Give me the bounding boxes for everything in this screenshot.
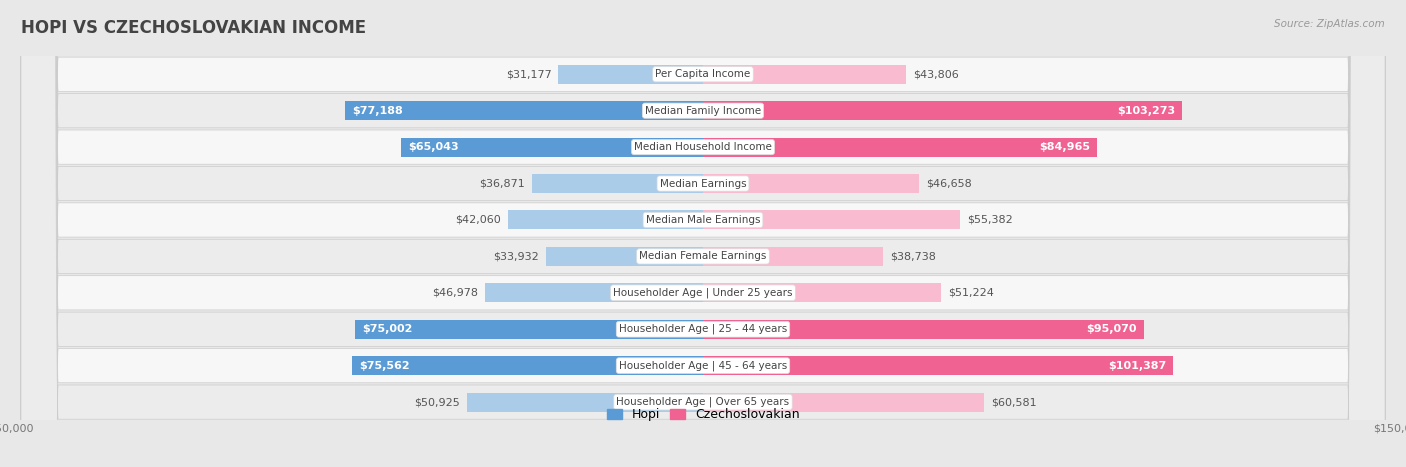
Bar: [703, 393, 984, 411]
FancyBboxPatch shape: [21, 0, 1385, 467]
Text: $43,806: $43,806: [914, 69, 959, 79]
Bar: [703, 65, 907, 84]
Text: $38,738: $38,738: [890, 251, 935, 262]
Bar: [703, 174, 920, 193]
Text: $95,070: $95,070: [1087, 324, 1137, 334]
Bar: [703, 320, 1144, 339]
Text: Householder Age | 25 - 44 years: Householder Age | 25 - 44 years: [619, 324, 787, 334]
Text: Median Male Earnings: Median Male Earnings: [645, 215, 761, 225]
Text: $101,387: $101,387: [1108, 361, 1167, 371]
FancyBboxPatch shape: [21, 0, 1385, 467]
Bar: [703, 247, 883, 266]
Text: $65,043: $65,043: [408, 142, 458, 152]
Bar: [353, 356, 703, 375]
Bar: [354, 320, 703, 339]
Text: $60,581: $60,581: [991, 397, 1036, 407]
FancyBboxPatch shape: [21, 0, 1385, 467]
Text: Median Family Income: Median Family Income: [645, 106, 761, 116]
Bar: [344, 101, 703, 120]
Text: $46,978: $46,978: [432, 288, 478, 298]
Text: $103,273: $103,273: [1118, 106, 1175, 116]
FancyBboxPatch shape: [21, 0, 1385, 467]
Text: $36,871: $36,871: [479, 178, 524, 189]
Bar: [703, 101, 1182, 120]
Text: $84,965: $84,965: [1039, 142, 1090, 152]
Bar: [508, 211, 703, 229]
Text: Householder Age | Over 65 years: Householder Age | Over 65 years: [616, 397, 790, 407]
FancyBboxPatch shape: [21, 0, 1385, 467]
Bar: [401, 138, 703, 156]
Text: HOPI VS CZECHOSLOVAKIAN INCOME: HOPI VS CZECHOSLOVAKIAN INCOME: [21, 19, 366, 37]
Bar: [467, 393, 703, 411]
Text: $31,177: $31,177: [506, 69, 551, 79]
Text: $42,060: $42,060: [456, 215, 501, 225]
Text: $33,932: $33,932: [494, 251, 538, 262]
Bar: [703, 138, 1097, 156]
Bar: [703, 356, 1174, 375]
Text: $51,224: $51,224: [948, 288, 994, 298]
Bar: [546, 247, 703, 266]
Bar: [558, 65, 703, 84]
Text: Median Earnings: Median Earnings: [659, 178, 747, 189]
Text: Per Capita Income: Per Capita Income: [655, 69, 751, 79]
Legend: Hopi, Czechoslovakian: Hopi, Czechoslovakian: [606, 408, 800, 421]
FancyBboxPatch shape: [21, 0, 1385, 467]
Text: $75,562: $75,562: [360, 361, 411, 371]
Text: Median Household Income: Median Household Income: [634, 142, 772, 152]
Bar: [703, 283, 941, 302]
Text: Median Female Earnings: Median Female Earnings: [640, 251, 766, 262]
Text: $77,188: $77,188: [352, 106, 402, 116]
Text: $46,658: $46,658: [927, 178, 972, 189]
Text: Source: ZipAtlas.com: Source: ZipAtlas.com: [1274, 19, 1385, 28]
Text: $75,002: $75,002: [361, 324, 412, 334]
Text: Householder Age | Under 25 years: Householder Age | Under 25 years: [613, 288, 793, 298]
FancyBboxPatch shape: [21, 0, 1385, 467]
FancyBboxPatch shape: [21, 0, 1385, 467]
Bar: [485, 283, 703, 302]
Text: $55,382: $55,382: [967, 215, 1012, 225]
Text: Householder Age | 45 - 64 years: Householder Age | 45 - 64 years: [619, 361, 787, 371]
Text: $50,925: $50,925: [413, 397, 460, 407]
Bar: [531, 174, 703, 193]
Bar: [703, 211, 960, 229]
FancyBboxPatch shape: [21, 0, 1385, 467]
FancyBboxPatch shape: [21, 0, 1385, 467]
